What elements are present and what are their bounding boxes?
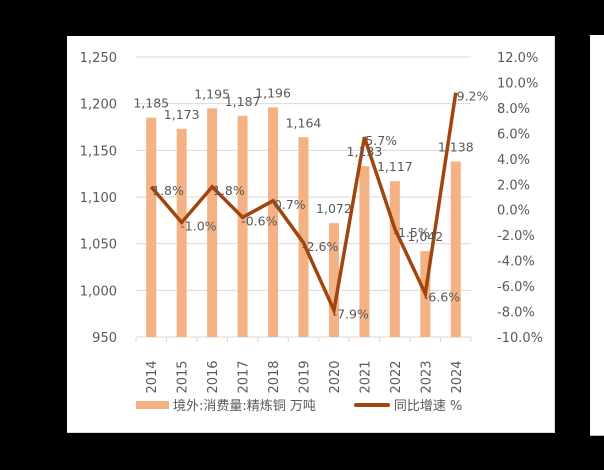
bar-value-label: 1,164 [286, 115, 322, 130]
x-tick-label: 2016 [206, 360, 221, 393]
bar[interactable] [237, 115, 248, 337]
x-tick-label: 2020 [328, 360, 343, 393]
right-tick-label: 2.0% [497, 178, 530, 193]
right-tick-label: 8.0% [497, 102, 530, 117]
line-series [149, 92, 458, 317]
right-tick-label: -8.0% [497, 306, 535, 321]
line-swatch-icon [353, 402, 390, 407]
right-tick-label: -10.0% [497, 331, 543, 346]
bar-value-label: 1,187 [225, 94, 261, 109]
x-tick-label: 2018 [267, 360, 282, 393]
left-axis: 950 1,000 1,050 1,100 1,150 1,200 1,250 [80, 51, 117, 346]
line-value-label: 1.8% [152, 183, 184, 198]
line-value-label: 0.7% [274, 197, 306, 212]
x-tick-label: 2024 [450, 360, 465, 393]
x-tick-label: 2017 [237, 360, 252, 393]
bar-value-label: 1,117 [377, 159, 413, 174]
x-tick-label: 2023 [419, 360, 434, 393]
right-tick-label: -4.0% [497, 255, 535, 270]
right-tick-label: -6.0% [497, 280, 535, 295]
line-value-label: -0.6% [241, 213, 277, 228]
left-tick-label: 1,200 [80, 98, 117, 113]
left-tick-label: 1,150 [80, 144, 117, 159]
line-value-label: 9.2% [457, 89, 489, 104]
right-tick-label: 0.0% [497, 204, 530, 219]
legend-item-bar[interactable]: 境外:消费量:精炼铜 万吨 [136, 395, 316, 414]
growth-line[interactable] [149, 92, 458, 317]
side-panel [590, 35, 604, 436]
left-tick-label: 950 [92, 331, 117, 346]
legend-item-line[interactable]: 同比增速 % [353, 395, 463, 414]
x-axis: 2014 2015 2016 2017 2018 2019 2020 2021 2022 2023… [135, 337, 472, 394]
right-tick-label: 6.0% [497, 127, 530, 142]
bar[interactable] [359, 166, 370, 337]
legend-bar-label: 境外:消费量:精炼铜 万吨 [173, 399, 316, 414]
left-tick-label: 1,250 [80, 51, 117, 66]
line-value-label: -1.5% [393, 225, 429, 240]
x-tick-label: 2021 [358, 360, 373, 393]
bar-value-label: 1,072 [316, 201, 352, 216]
line-value-label: -6.6% [424, 290, 460, 305]
bar-value-label: 1,196 [255, 85, 291, 100]
left-tick-label: 1,050 [80, 238, 117, 253]
bar[interactable] [176, 128, 187, 337]
bar-value-label: 1,042 [407, 229, 443, 244]
left-tick-label: 1,000 [80, 284, 117, 299]
bar[interactable] [328, 223, 339, 337]
x-tick-label: 2014 [145, 360, 160, 393]
right-tick-label: 10.0% [497, 76, 538, 91]
line-value-label: 1.8% [213, 183, 245, 198]
bar[interactable] [207, 108, 218, 337]
legend-line-label: 同比增速 % [393, 399, 463, 414]
right-tick-label: 4.0% [497, 153, 530, 168]
left-tick-label: 1,100 [80, 191, 117, 206]
bar-value-label: 1,185 [133, 96, 169, 111]
line-value-label: -2.6% [302, 239, 338, 254]
legend: 境外:消费量:精炼铜 万吨 同比增速 % [136, 395, 500, 414]
x-tick-label: 2019 [298, 360, 313, 393]
right-tick-label: -2.0% [497, 229, 535, 244]
bar[interactable] [298, 137, 309, 337]
bar[interactable] [389, 181, 400, 337]
line-value-label: 5.7% [365, 133, 397, 148]
bar-swatch-icon [136, 400, 169, 409]
right-tick-label: 12.0% [497, 51, 538, 66]
line-value-label: -7.9% [333, 306, 369, 321]
right-axis: -10.0% -8.0% -6.0% -4.0% -2.0% 0.0% 2.0% 4.0% 6.… [497, 51, 543, 346]
line-data-labels: 1.8% -1.0% 1.8% -0.6%0.7% -2.6% -7.9% 5.7% -1.5… [152, 89, 488, 322]
bar-value-label: 1,195 [194, 86, 230, 101]
bar-value-label: 1,138 [438, 140, 474, 155]
bar-value-label: 1,173 [164, 107, 200, 122]
line-value-label: -1.0% [180, 218, 216, 233]
x-tick-label: 2022 [389, 360, 404, 393]
x-tick-label: 2015 [176, 360, 191, 393]
bar[interactable] [268, 107, 279, 338]
bar[interactable] [450, 161, 461, 337]
bar[interactable] [146, 117, 157, 338]
bar-value-label: 1,133 [347, 144, 383, 159]
